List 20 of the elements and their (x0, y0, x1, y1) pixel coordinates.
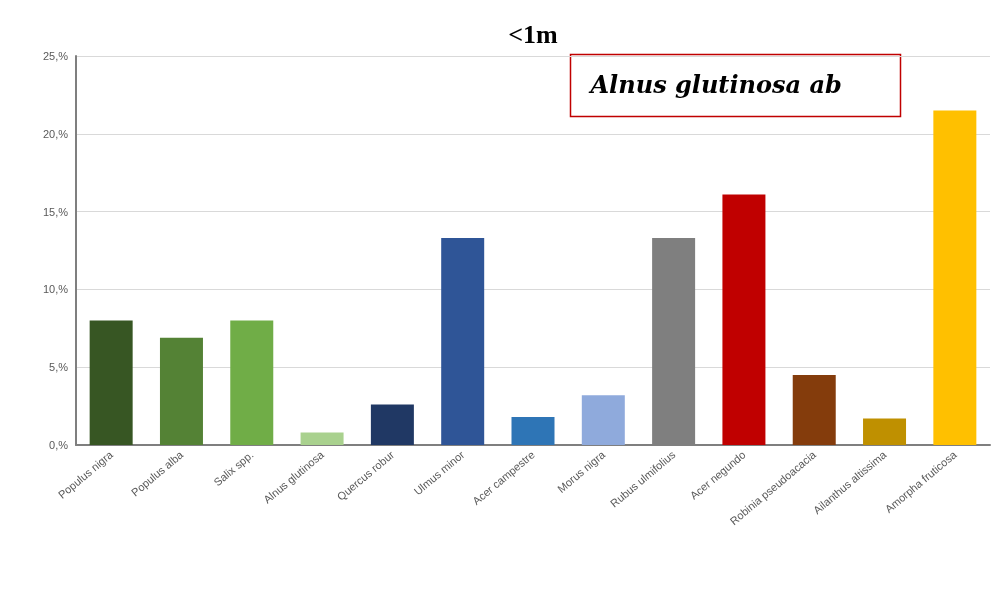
y-tick-label: 20,% (42, 127, 69, 140)
bar (300, 432, 344, 445)
bar (792, 374, 836, 445)
bar (511, 416, 555, 445)
bar (722, 194, 766, 445)
y-tick-label: 25,% (42, 50, 69, 62)
bar (863, 418, 907, 445)
chart-title: <1m (508, 19, 559, 49)
bar (230, 320, 274, 445)
bar (89, 320, 133, 445)
y-tick-label: 10,% (42, 283, 69, 296)
bar (441, 238, 485, 445)
bar (159, 337, 203, 445)
bar (933, 110, 977, 445)
y-tick-label: 5,% (49, 361, 69, 374)
y-tick-label: 0,% (49, 439, 69, 451)
bar (370, 404, 414, 445)
bar (581, 395, 625, 445)
y-tick-label: 15,% (42, 205, 69, 218)
annotation: Alnus glutinosa ab (588, 70, 842, 99)
